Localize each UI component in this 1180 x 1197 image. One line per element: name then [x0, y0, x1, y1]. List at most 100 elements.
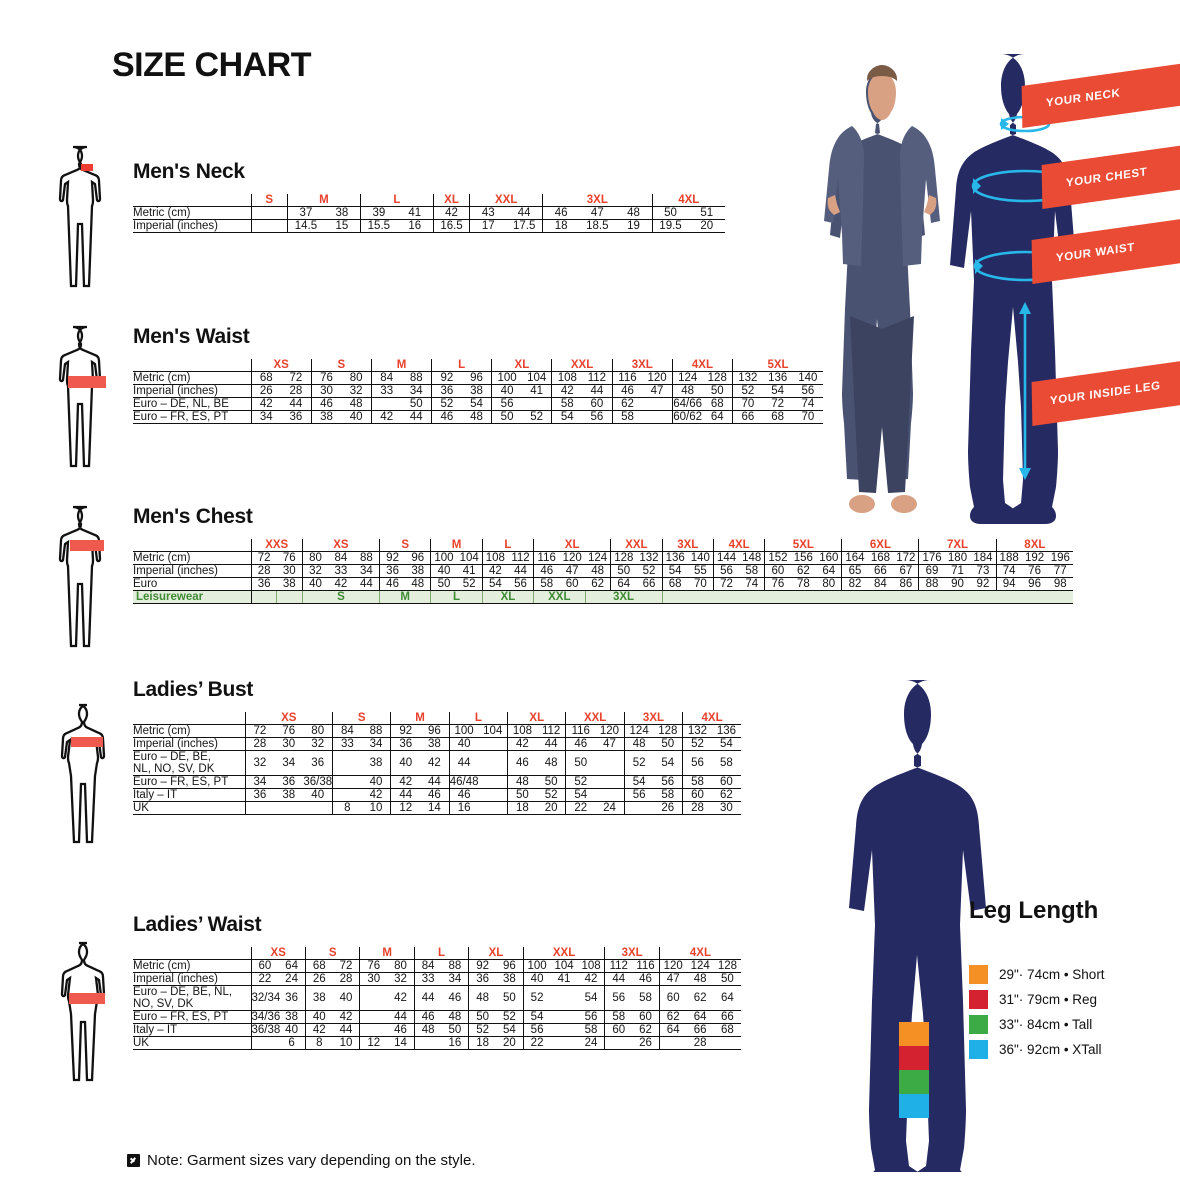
size-cell: 42 [328, 577, 354, 591]
size-cell: 80 [816, 577, 842, 591]
male-figure-chest-highlight [56, 502, 118, 652]
header-corner [133, 712, 245, 725]
table-row: Italy – IT 36/38 40 42 44 46 48 50 52 54 56 58 60 62 6… [133, 1023, 742, 1037]
size-cell: 44 [401, 410, 432, 424]
size-cell [303, 801, 333, 815]
header-corner [133, 359, 252, 372]
size-cell: 18.5 [579, 219, 616, 233]
size-cell: 51 [688, 206, 725, 220]
size-cell: 68 [702, 397, 733, 411]
table-row: Euro – DE, NL, BE 42 44 46 48 50 52 54 56 58 60 62 6… [133, 397, 823, 411]
size-cell: 48 [536, 750, 566, 776]
size-cell: 46/48 [448, 775, 479, 789]
mens-chest-table: XXS XS S M L XL XXL 3XL 4XL 5XL 6XL 7XL 8XL Metric (c… [133, 539, 1074, 604]
size-cell: 76 [310, 371, 342, 385]
size-cell: 56 [712, 564, 740, 578]
size-cell: 148 [739, 551, 765, 565]
leisurewear-cell: M [378, 590, 431, 604]
row-label: Euro – FR, ES, PT [133, 1010, 252, 1024]
size-cell [359, 1023, 388, 1037]
size-cell: 41 [456, 564, 483, 578]
size-header-3xl: 3XL [661, 539, 714, 552]
size-cell: 64 [816, 564, 842, 578]
size-cell: 58 [682, 775, 712, 789]
size-cell: 73 [970, 564, 997, 578]
size-header-m: M [390, 712, 450, 725]
size-cell: 68 [661, 577, 688, 591]
size-cell: 30 [711, 801, 741, 815]
row-label: Euro – DE, BE, NL, NO, SV, DK [133, 985, 252, 1011]
size-cell: 46 [378, 577, 406, 591]
ladies-waist-table: XS S M L XL XXL 3XL 4XL Metric (cm) 60 64 68 72 76 80 8… [133, 947, 742, 1050]
section-title: Men's Waist [133, 325, 250, 348]
table-row: Imperial (inches) 28 30 32 33 34 36 38 40 42 44 46 4… [133, 737, 741, 751]
table-row: Euro – FR, ES, PT 34 36 36/38 40 42 44 46/48 48 5… [133, 775, 741, 789]
size-cell: 42 [390, 775, 421, 789]
size-cell: 144 [712, 551, 740, 565]
size-cell: 54 [653, 750, 683, 776]
size-cell: 42 [387, 985, 415, 1011]
size-cell: 48 [507, 775, 537, 789]
section-title: Ladies’ Bust [133, 678, 254, 701]
size-cell [550, 1036, 578, 1050]
size-header-m: M [370, 359, 432, 372]
size-cell: 84 [413, 959, 442, 973]
size-header-6xl: 6XL [841, 539, 919, 552]
size-cell: 42 [481, 564, 508, 578]
size-cell: 34 [361, 737, 391, 751]
size-cell: 17.5 [506, 219, 543, 233]
size-cell [478, 737, 508, 751]
size-cell: 44 [420, 775, 450, 789]
size-cell: 44 [387, 1010, 415, 1024]
size-cell: 86 [893, 577, 919, 591]
size-cell: 112 [507, 551, 534, 565]
size-header-4xl: 4XL [682, 712, 741, 725]
table-row: Imperial (inches) 14.5 15 15.5 16 16.5 17 17.5 1… [133, 219, 725, 233]
size-cell: 104 [521, 371, 552, 385]
size-cell: 40 [278, 1023, 306, 1037]
legend-item: 36"· 92cm • XTall [969, 1037, 1105, 1062]
size-cell [595, 788, 625, 802]
size-cell: 40 [304, 1010, 333, 1024]
size-cell: 18 [542, 219, 580, 233]
size-cell: 164 [841, 551, 868, 565]
size-cell: 44 [413, 985, 442, 1011]
size-cell: 62 [611, 397, 643, 411]
size-cell: 140 [792, 371, 823, 385]
size-cell: 8 [304, 1036, 333, 1050]
size-cell: 44 [604, 972, 633, 986]
size-cell: 58 [739, 564, 765, 578]
size-cell: 120 [595, 724, 625, 738]
size-cell: 172 [893, 551, 919, 565]
table-row: Metric (cm) 72 76 80 84 88 92 96 100 104 108 112 116… [133, 551, 1074, 565]
legend-swatch [969, 1015, 988, 1034]
size-cell: 65 [841, 564, 868, 578]
size-cell: 116 [565, 724, 596, 738]
size-cell: 42 [577, 972, 605, 986]
size-cell: 64 [610, 577, 637, 591]
size-cell: 14 [420, 801, 450, 815]
size-cell: 124 [671, 371, 703, 385]
size-cell: 20 [495, 1036, 524, 1050]
table-row: Metric (cm) 72 76 80 84 88 92 96 100 104 108 112 116… [133, 724, 741, 738]
size-cell [274, 801, 304, 815]
size-cell: 78 [790, 577, 817, 591]
size-cell: 60 [682, 788, 712, 802]
legend-swatch [969, 1040, 988, 1059]
size-cell: 41 [396, 206, 434, 220]
navy-silhouette [950, 54, 1076, 524]
size-header-5xl: 5XL [732, 359, 823, 372]
size-cell [642, 397, 673, 411]
size-cell: 124 [623, 724, 654, 738]
size-cell: 16 [448, 801, 479, 815]
size-cell: 36 [274, 775, 304, 789]
size-cell: 54 [577, 985, 605, 1011]
size-cell: 160 [816, 551, 842, 565]
size-header-m: M [359, 947, 415, 960]
size-cell: 34 [401, 384, 432, 398]
size-cell: 38 [405, 564, 431, 578]
size-cell: 24 [577, 1036, 605, 1050]
row-label: Metric (cm) [133, 551, 252, 565]
size-cell [604, 1036, 633, 1050]
size-cell: 88 [918, 577, 945, 591]
